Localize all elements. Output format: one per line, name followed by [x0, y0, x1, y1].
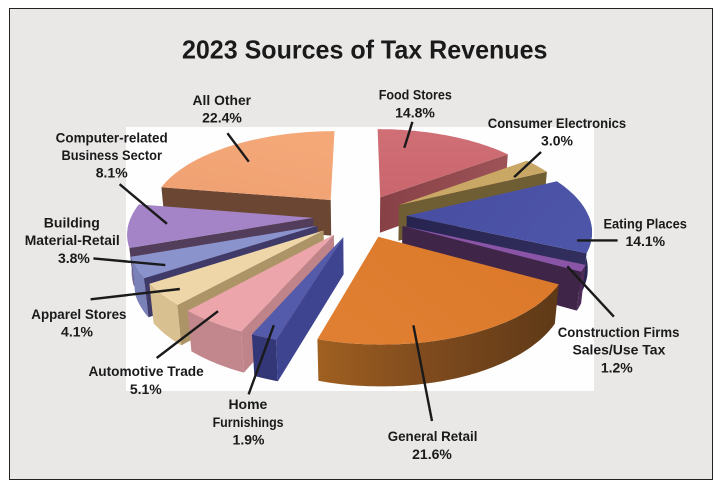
- svg-text:Construction Firms: Construction Firms: [558, 324, 680, 340]
- svg-text:1.9%: 1.9%: [233, 431, 265, 447]
- svg-text:14.1%: 14.1%: [625, 233, 665, 249]
- svg-text:22.4%: 22.4%: [202, 110, 242, 126]
- svg-text:Automotive Trade: Automotive Trade: [88, 363, 203, 379]
- svg-text:21.6%: 21.6%: [412, 446, 452, 462]
- svg-text:Furnishings: Furnishings: [213, 414, 284, 430]
- svg-text:3.8%: 3.8%: [58, 250, 90, 266]
- svg-text:All Other: All Other: [193, 92, 252, 108]
- svg-text:Material-Retail: Material-Retail: [25, 232, 120, 248]
- svg-text:General Retail: General Retail: [388, 428, 478, 444]
- svg-text:2023 Sources of Tax Revenues: 2023 Sources of Tax Revenues: [182, 35, 548, 65]
- svg-text:14.8%: 14.8%: [395, 105, 435, 121]
- svg-text:Consumer Electronics: Consumer Electronics: [488, 115, 627, 131]
- svg-text:3.0%: 3.0%: [541, 133, 573, 149]
- svg-text:Building: Building: [44, 214, 100, 230]
- svg-text:Computer-related: Computer-related: [56, 129, 168, 145]
- svg-text:Business Sector: Business Sector: [61, 147, 162, 163]
- svg-text:1.2%: 1.2%: [601, 359, 633, 375]
- svg-text:Sales/Use Tax: Sales/Use Tax: [572, 342, 665, 358]
- svg-text:8.1%: 8.1%: [96, 164, 128, 180]
- svg-text:Apparel Stores: Apparel Stores: [31, 306, 126, 322]
- svg-text:5.1%: 5.1%: [130, 381, 162, 397]
- svg-text:Eating Places: Eating Places: [603, 215, 687, 231]
- svg-text:Home: Home: [228, 396, 267, 412]
- svg-text:Food Stores: Food Stores: [379, 87, 452, 103]
- svg-text:4.1%: 4.1%: [61, 323, 93, 339]
